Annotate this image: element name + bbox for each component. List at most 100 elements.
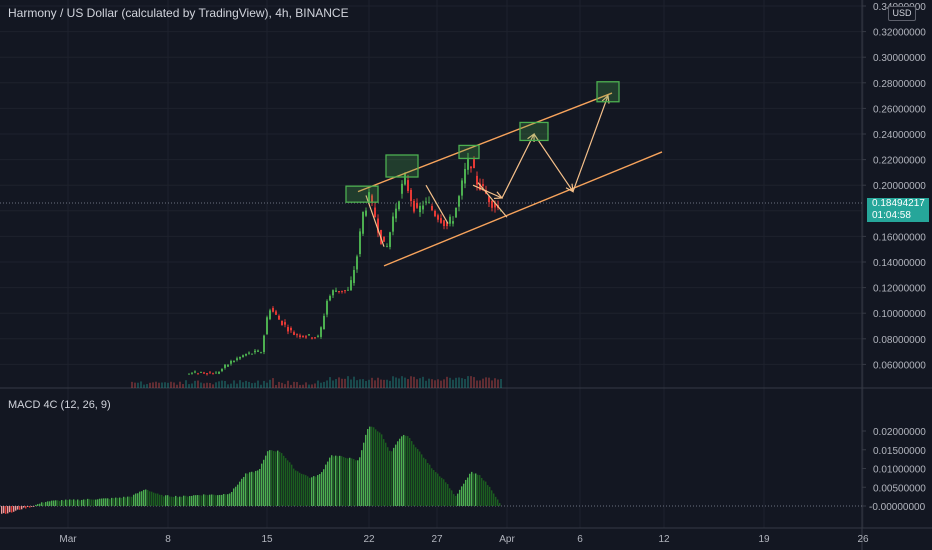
- volume-bar: [164, 382, 166, 388]
- candle-body: [350, 280, 352, 291]
- volume-bar: [440, 380, 442, 388]
- candle-body: [263, 335, 265, 352]
- candle-body: [245, 353, 247, 356]
- candle-body: [365, 210, 367, 216]
- time-tick-label: 12: [658, 534, 670, 545]
- candle-body: [221, 368, 223, 372]
- currency-badge[interactable]: USD: [888, 6, 916, 21]
- price-axis[interactable]: 0.340000000.320000000.300000000.28000000…: [862, 2, 926, 371]
- macd-bar: [213, 494, 215, 506]
- macd-bar: [189, 496, 191, 506]
- candle-body: [353, 270, 355, 283]
- candle-body: [386, 246, 388, 248]
- candle-body: [266, 317, 268, 335]
- volume-bar: [329, 377, 331, 388]
- volume-bar: [212, 384, 214, 388]
- macd-bar: [269, 450, 271, 506]
- macd-bar: [157, 493, 159, 506]
- volume-bars: [131, 376, 502, 388]
- macd-bar: [147, 490, 149, 506]
- candle-body: [422, 205, 424, 210]
- macd-bar: [85, 499, 87, 506]
- macd-bar: [447, 484, 449, 506]
- candle-body: [413, 200, 415, 212]
- highlight-box: [519, 121, 549, 142]
- candle-body: [437, 215, 439, 220]
- macd-bar: [379, 432, 381, 506]
- volume-bar: [209, 382, 211, 388]
- price-tick-label: 0.30000000: [873, 53, 926, 64]
- macd-bar: [137, 493, 139, 506]
- macd-bar: [493, 493, 495, 506]
- volume-bar: [134, 382, 136, 388]
- chart-title: Harmony / US Dollar (calculated by Tradi…: [8, 6, 349, 20]
- candle-body: [305, 336, 307, 338]
- macd-bar: [483, 480, 485, 506]
- macd-bar: [227, 494, 229, 506]
- volume-bar: [368, 379, 370, 388]
- macd-bar: [65, 499, 67, 506]
- macd-bar: [95, 499, 97, 506]
- macd-bar: [361, 450, 363, 506]
- candle-body: [275, 311, 277, 315]
- time-tick-label: Mar: [59, 534, 77, 545]
- macd-bar: [313, 476, 315, 506]
- time-tick-label: Apr: [499, 534, 515, 545]
- macd-bar: [261, 463, 263, 506]
- macd-bar: [205, 494, 207, 506]
- correction-stroke: [477, 182, 508, 218]
- candle-body: [416, 202, 418, 208]
- candle-body: [311, 337, 313, 339]
- macd-bar: [97, 499, 99, 506]
- macd-bar: [107, 498, 109, 506]
- candle-body: [209, 372, 211, 374]
- time-tick-label: 8: [165, 534, 171, 545]
- time-axis[interactable]: Mar 8 15 22 27 Apr 6 12 19 26: [59, 534, 869, 545]
- volume-bar: [245, 380, 247, 388]
- volume-bar: [476, 380, 478, 388]
- candle-body: [488, 196, 490, 203]
- macd-bar: [29, 506, 31, 508]
- volume-bar: [185, 380, 187, 388]
- macd-bar: [409, 438, 411, 506]
- macd-bar: [109, 499, 111, 506]
- volume-bar: [356, 380, 358, 388]
- macd-bar: [277, 450, 279, 506]
- macd-bar: [161, 494, 163, 506]
- volume-bar: [299, 384, 301, 388]
- candle-body: [236, 358, 238, 361]
- candle-body: [233, 360, 235, 363]
- macd-bar: [327, 461, 329, 506]
- candle-body: [395, 208, 397, 219]
- macd-bar: [41, 502, 43, 506]
- macd-bar: [335, 455, 337, 506]
- macd-axis[interactable]: 0.02000000 0.01500000 0.01000000 0.00500000…: [862, 427, 926, 513]
- macd-bar: [343, 457, 345, 506]
- macd-bar: [31, 506, 33, 507]
- macd-bar: [373, 427, 375, 506]
- macd-bar: [303, 474, 305, 506]
- macd-bar: [441, 477, 443, 506]
- volume-bar: [380, 379, 382, 388]
- macd-bar: [129, 496, 131, 506]
- volume-bar: [341, 378, 343, 388]
- volume-bar: [446, 376, 448, 388]
- macd-bar: [143, 489, 145, 506]
- price-tick-label: 0.26000000: [873, 104, 926, 115]
- projection-leg: [533, 133, 574, 192]
- candle-body: [317, 335, 319, 337]
- volume-bar: [485, 377, 487, 388]
- macd-bar: [33, 506, 35, 507]
- macd-bar: [377, 431, 379, 506]
- candle-body: [200, 371, 202, 373]
- macd-bar: [411, 441, 413, 506]
- volume-bar: [488, 377, 490, 388]
- candlestick-series: [188, 152, 502, 376]
- macd-bar: [431, 468, 433, 506]
- macd-bar: [381, 434, 383, 506]
- price-tick-label: 0.20000000: [873, 181, 926, 192]
- macd-bar: [179, 496, 181, 506]
- projection-arrowhead: [601, 94, 610, 104]
- candle-body: [464, 169, 466, 184]
